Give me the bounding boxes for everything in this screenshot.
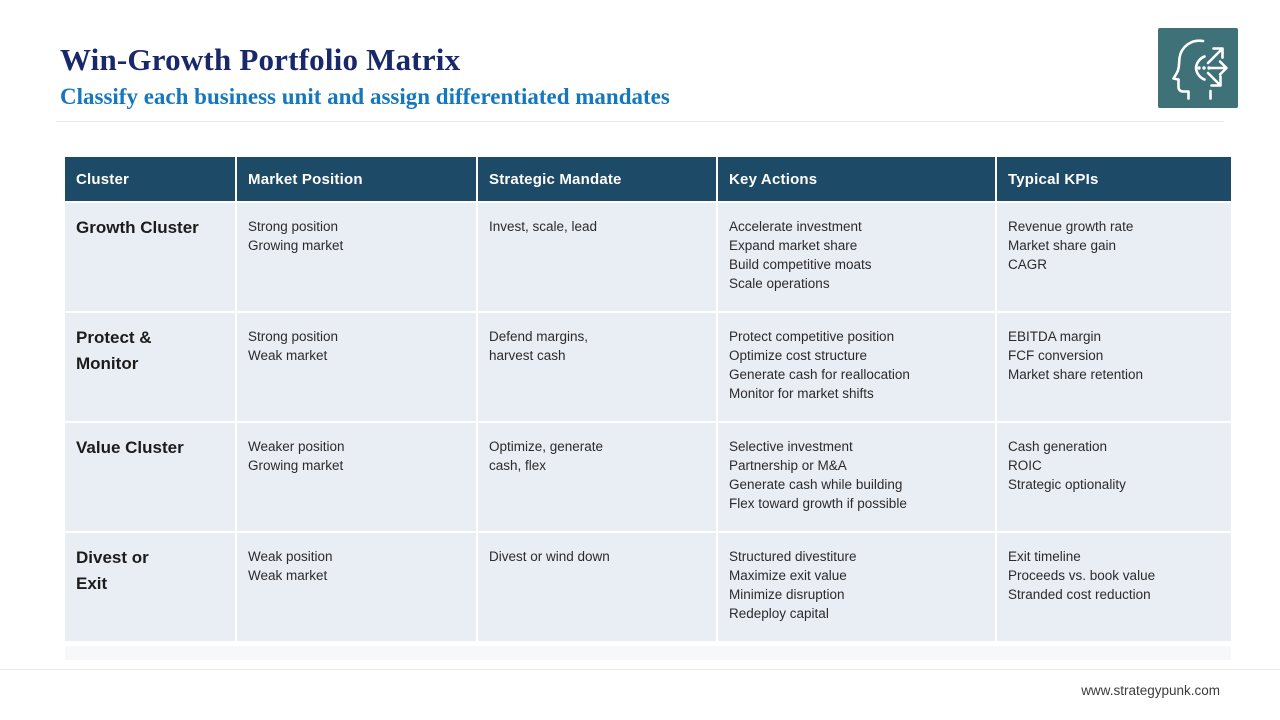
column-header-key-actions: Key Actions: [718, 157, 995, 201]
cell-key-actions: Protect competitive position Optimize co…: [718, 313, 995, 421]
column-header-market-position: Market Position: [237, 157, 476, 201]
page-title: Win-Growth Portfolio Matrix: [60, 42, 461, 77]
footer: www.strategypunk.com: [1081, 683, 1220, 698]
cell-strategic-mandate: Defend margins, harvest cash: [478, 313, 716, 421]
cell-key-actions: Accelerate investment Expand market shar…: [718, 203, 995, 311]
table-row: Divest or Exit Weak position Weak market D…: [65, 533, 1231, 641]
table-row: Growth Cluster Strong position Growing ma…: [65, 203, 1231, 311]
table-footer-strip: [65, 646, 1231, 660]
cell-strategic-mandate: Divest or wind down: [478, 533, 716, 641]
footer-divider: [0, 669, 1280, 670]
strategypunk-logo: [1158, 28, 1238, 108]
table-row: Protect & Monitor Strong position Weak ma…: [65, 313, 1231, 421]
cell-key-actions: Structured divestiture Maximize exit val…: [718, 533, 995, 641]
head-with-arrows-icon: [1172, 39, 1228, 100]
title-block: Win-Growth Portfolio Matrix Classify eac…: [60, 42, 670, 111]
cell-strategic-mandate: Invest, scale, lead: [478, 203, 716, 311]
cell-market-position: Strong position Growing market: [237, 203, 476, 311]
table-header-row: Cluster Market Position Strategic Mandate K…: [65, 157, 1231, 201]
column-header-typical-kpis: Typical KPIs: [997, 157, 1231, 201]
cell-typical-kpis: Cash generation ROIC Strategic optionali…: [997, 423, 1231, 531]
portfolio-matrix-table: Cluster Market Position Strategic Mandate K…: [63, 155, 1233, 643]
cell-cluster: Growth Cluster: [65, 203, 235, 311]
cell-cluster: Value Cluster: [65, 423, 235, 531]
page-subtitle: Classify each business unit and assign d…: [60, 84, 670, 109]
cell-strategic-mandate: Optimize, generate cash, flex: [478, 423, 716, 531]
table-row: Value Cluster Weaker position Growing mar…: [65, 423, 1231, 531]
cell-market-position: Weaker position Growing market: [237, 423, 476, 531]
table-body: Growth Cluster Strong position Growing ma…: [65, 203, 1231, 641]
column-header-cluster: Cluster: [65, 157, 235, 201]
cell-typical-kpis: Exit timeline Proceeds vs. book value St…: [997, 533, 1231, 641]
cell-market-position: Strong position Weak market: [237, 313, 476, 421]
cell-market-position: Weak position Weak market: [237, 533, 476, 641]
cell-cluster: Protect & Monitor: [65, 313, 235, 421]
cell-typical-kpis: EBITDA margin FCF conversion Market shar…: [997, 313, 1231, 421]
cell-cluster: Divest or Exit: [65, 533, 235, 641]
cell-key-actions: Selective investment Partnership or M&A …: [718, 423, 995, 531]
column-header-strategic-mandate: Strategic Mandate: [478, 157, 716, 201]
title-divider: [56, 121, 1224, 122]
cell-typical-kpis: Revenue growth rate Market share gain CA…: [997, 203, 1231, 311]
footer-url: www.strategypunk.com: [1081, 683, 1220, 698]
